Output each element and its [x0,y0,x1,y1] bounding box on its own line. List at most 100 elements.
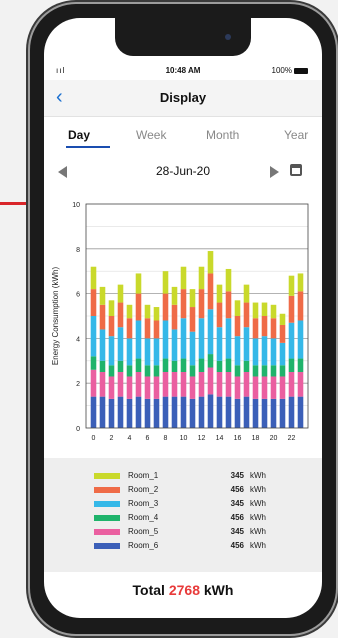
bar-Room_6-9 [171,396,178,428]
status-time: 10:48 AM [165,66,201,75]
bar-Room_4-1 [99,360,106,372]
x-tick-16: 16 [234,435,242,442]
legend-swatch [94,501,120,507]
legend-unit: kWh [250,485,266,494]
status-bar: ııl 10:48 AM 100% [44,64,322,78]
bar-Room_2-2 [108,316,115,337]
bar-Room_1-7 [153,307,160,321]
bar-Room_5-1 [99,372,106,397]
legend-swatch [94,529,120,535]
accent-line [0,202,36,205]
battery-icon [294,67,308,74]
bar-Room_2-22 [288,295,295,323]
bar-Room_1-17 [243,284,250,303]
calendar-icon[interactable] [290,164,302,176]
tab-day[interactable]: Day [68,128,91,142]
legend-name: Room_6 [128,541,159,550]
bar-Room_2-3 [117,302,124,328]
bar-Room_3-19 [261,336,268,366]
bar-Room_5-13 [207,367,214,395]
bar-Room_3-17 [243,327,250,361]
bar-Room_2-13 [207,273,214,310]
bar-Room_6-13 [207,394,214,428]
next-date-icon[interactable] [270,166,279,178]
nav-bar: ‹ Display [44,80,322,117]
bar-Room_2-7 [153,320,160,339]
bar-Room_1-13 [207,251,214,274]
x-tick-8: 8 [164,435,168,442]
bar-Room_6-21 [279,398,286,428]
bar-Room_1-20 [270,304,277,319]
bar-Room_4-17 [243,360,250,372]
bar-Room_2-6 [144,318,151,339]
y-axis-label: Energy Consumption (kWh) [51,267,60,366]
bar-Room_4-2 [108,365,115,377]
bar-Room_5-11 [189,376,196,399]
legend-unit: kWh [250,527,266,536]
tab-week[interactable]: Week [136,128,167,142]
legend: Room_1 345 kWh Room_2 456 kWh Room_3 345 kWh Room… [44,458,322,572]
bar-Room_2-11 [189,307,196,332]
bar-Room_3-10 [180,318,187,359]
bar-Room_2-4 [126,318,133,339]
bar-Room_6-11 [189,398,196,428]
bar-Room_6-20 [270,398,277,428]
bar-Room_3-20 [270,338,277,366]
legend-value: 456 [230,513,244,522]
bar-Room_5-17 [243,372,250,397]
x-tick-0: 0 [92,435,96,442]
legend-row-room_6: Room_6 456 kWh [44,540,322,553]
bar-Room_6-5 [135,396,142,428]
bar-Room_4-20 [270,365,277,377]
bar-Room_4-11 [189,365,196,377]
bar-Room_2-19 [261,316,268,337]
bar-Room_5-21 [279,376,286,399]
signal-icon: ııl [56,66,66,75]
legend-unit: kWh [250,471,266,480]
legend-name: Room_4 [128,513,159,522]
back-button[interactable]: ‹ [56,86,63,108]
bar-Room_5-8 [162,372,169,397]
y-tick-10: 10 [72,202,80,209]
bar-Room_4-18 [252,365,259,377]
bar-Room_4-7 [153,365,160,377]
x-tick-22: 22 [288,435,296,442]
bar-Room_4-3 [117,360,124,372]
bar-Room_6-12 [198,396,205,428]
bar-Room_3-4 [126,338,133,366]
chart-bars [90,251,304,428]
legend-row-room_1: Room_1 345 kWh [44,470,322,483]
active-tab-indicator [66,146,110,148]
tab-month[interactable]: Month [206,128,240,142]
battery-status: 100% [272,66,308,75]
bar-Room_3-11 [189,331,196,366]
bar-Room_5-18 [252,376,259,399]
bar-Room_1-11 [189,289,196,308]
bar-Room_2-12 [198,289,205,319]
legend-swatch [94,473,120,479]
page-title: Display [159,90,207,105]
x-tick-20: 20 [270,435,278,442]
tab-year[interactable]: Year [284,128,309,142]
bar-Room_6-1 [99,396,106,428]
bar-Room_2-1 [99,304,106,330]
legend-row-room_4: Room_4 456 kWh [44,512,322,525]
bar-Room_4-6 [144,365,151,377]
legend-row-room_2: Room_2 456 kWh [44,484,322,497]
plot-frame [85,203,309,429]
bar-Room_1-2 [108,300,115,316]
battery-percent: 100% [271,66,292,75]
y-tick-6: 6 [76,292,80,299]
prev-date-icon[interactable] [58,166,67,178]
bar-Room_3-0 [90,316,97,357]
bar-Room_1-10 [180,266,187,290]
bar-Room_6-8 [162,396,169,428]
bar-Room_3-18 [252,338,259,366]
legend-unit: kWh [250,541,266,550]
legend-value: 456 [230,541,244,550]
bar-Room_4-15 [225,358,232,372]
bar-Room_2-9 [171,304,178,330]
bar-Room_4-13 [207,354,214,368]
bar-Room_6-6 [144,398,151,428]
x-tick-6: 6 [146,435,150,442]
